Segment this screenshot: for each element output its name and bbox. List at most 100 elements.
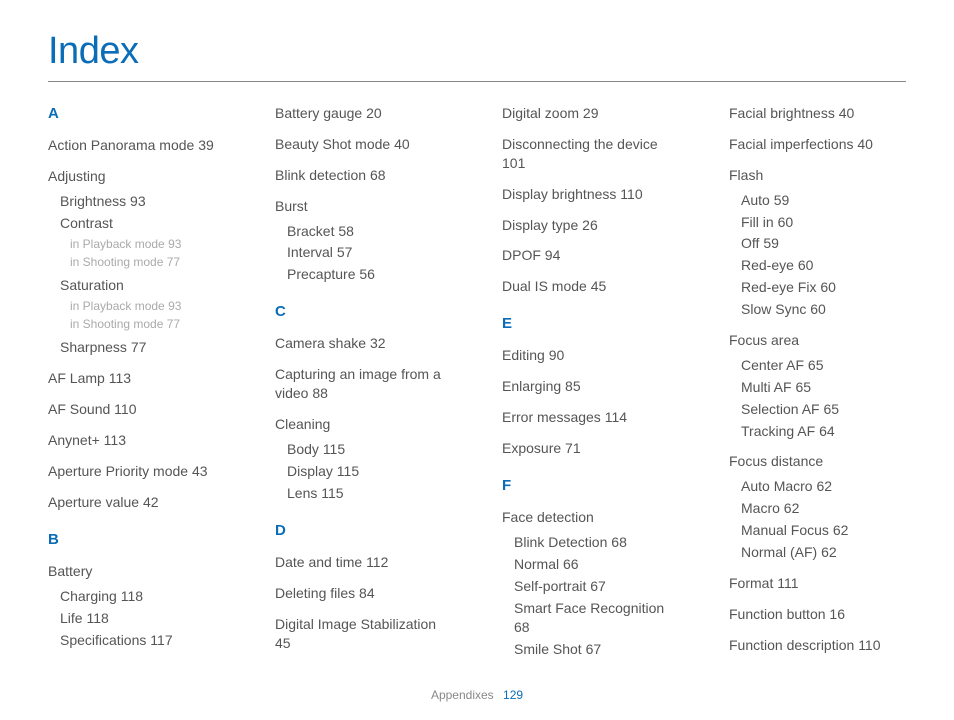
index-subsubentry-page: 93 bbox=[168, 237, 181, 251]
index-entry[interactable]: Aperture value 42 bbox=[48, 493, 225, 512]
index-entry[interactable]: Anynet+ 113 bbox=[48, 431, 225, 450]
index-entry[interactable]: Focus areaCenter AF 65Multi AF 65Selecti… bbox=[729, 331, 906, 440]
index-subentry[interactable]: Fill in 60 bbox=[741, 213, 906, 232]
index-entry-page: 110 bbox=[114, 401, 136, 417]
index-subentry[interactable]: Smile Shot 67 bbox=[514, 640, 679, 659]
index-subentry-label: Normal (AF) bbox=[741, 544, 817, 560]
index-subentry-page: 66 bbox=[563, 556, 579, 572]
index-subentry[interactable]: Life 118 bbox=[60, 609, 225, 628]
index-subentry[interactable]: Precapture 56 bbox=[287, 265, 452, 284]
index-entry[interactable]: Disconnecting the device 101 bbox=[502, 135, 679, 173]
index-subentry-page: 62 bbox=[816, 478, 832, 494]
index-entry[interactable]: Aperture Priority mode 43 bbox=[48, 462, 225, 481]
index-entry[interactable]: Digital zoom 29 bbox=[502, 104, 679, 123]
index-subentry-page: 65 bbox=[824, 401, 840, 417]
index-entry[interactable]: BurstBracket 58Interval 57Precapture 56 bbox=[275, 197, 452, 285]
index-entry-label: Error messages bbox=[502, 409, 601, 425]
index-subentry-label: Life bbox=[60, 610, 83, 626]
index-entry-page: 68 bbox=[370, 167, 386, 183]
index-subentry[interactable]: Manual Focus 62 bbox=[741, 521, 906, 540]
index-subentries: Brightness 93 Contrast in Playback mode 93… bbox=[48, 192, 225, 357]
index-entry[interactable]: Dual IS mode 45 bbox=[502, 277, 679, 296]
index-subentry[interactable]: Off 59 bbox=[741, 234, 906, 253]
index-subentry[interactable]: Red-eye 60 bbox=[741, 256, 906, 275]
index-entry[interactable]: Camera shake 32 bbox=[275, 334, 452, 353]
index-subentry-label: Self-portrait bbox=[514, 578, 586, 594]
index-entry-label: Battery bbox=[48, 563, 92, 579]
index-entry[interactable]: Exposure 71 bbox=[502, 439, 679, 458]
index-subentry[interactable]: Bracket 58 bbox=[287, 222, 452, 241]
index-subentry[interactable]: Tracking AF 64 bbox=[741, 422, 906, 441]
index-entry[interactable]: Display type 26 bbox=[502, 216, 679, 235]
index-entry[interactable]: Action Panorama mode 39 bbox=[48, 136, 225, 155]
index-subentry[interactable]: Sharpness 77 bbox=[60, 338, 225, 357]
index-subentry[interactable]: Normal 66 bbox=[514, 555, 679, 574]
index-entry[interactable]: Date and time 112 bbox=[275, 553, 452, 572]
index-subentry-label: Multi AF bbox=[741, 379, 792, 395]
index-entry[interactable]: Facial imperfections 40 bbox=[729, 135, 906, 154]
index-subentry-label: Precapture bbox=[287, 266, 355, 282]
index-subentry[interactable]: Contrast bbox=[60, 214, 225, 233]
index-entry[interactable]: Focus distanceAuto Macro 62Macro 62Manua… bbox=[729, 452, 906, 561]
index-entry[interactable]: Blink detection 68 bbox=[275, 166, 452, 185]
index-subentry[interactable]: Specifications 117 bbox=[60, 631, 225, 650]
index-entry-page: 84 bbox=[359, 585, 375, 601]
index-subsubentry[interactable]: in Shooting mode 77 bbox=[70, 254, 225, 270]
index-entry[interactable]: FlashAuto 59Fill in 60Off 59Red-eye 60Re… bbox=[729, 166, 906, 319]
index-entry-page: 39 bbox=[198, 137, 214, 153]
index-entry[interactable]: Facial brightness 40 bbox=[729, 104, 906, 123]
index-entry[interactable]: AF Sound 110 bbox=[48, 400, 225, 419]
index-entry[interactable]: Face detectionBlink Detection 68Normal 6… bbox=[502, 508, 679, 658]
index-entry[interactable]: Function description 110 bbox=[729, 636, 906, 655]
index-subentry[interactable]: Self-portrait 67 bbox=[514, 577, 679, 596]
index-entry[interactable]: CleaningBody 115Display 115Lens 115 bbox=[275, 415, 452, 503]
index-entry[interactable]: Display brightness 110 bbox=[502, 185, 679, 204]
index-subentry[interactable]: Saturation bbox=[60, 276, 225, 295]
index-subentry[interactable]: Center AF 65 bbox=[741, 356, 906, 375]
index-subentry[interactable]: Selection AF 65 bbox=[741, 400, 906, 419]
index-entry[interactable]: DPOF 94 bbox=[502, 246, 679, 265]
index-subentry[interactable]: Red-eye Fix 60 bbox=[741, 278, 906, 297]
index-subentry-label: Display bbox=[287, 463, 333, 479]
index-subentry[interactable]: Blink Detection 68 bbox=[514, 533, 679, 552]
index-entry[interactable]: Battery Charging 118 Life 118 Specification… bbox=[48, 562, 225, 650]
index-subentry[interactable]: Multi AF 65 bbox=[741, 378, 906, 397]
index-subsubentry[interactable]: in Shooting mode 77 bbox=[70, 316, 225, 332]
index-subentry[interactable]: Lens 115 bbox=[287, 484, 452, 503]
index-entry[interactable]: Beauty Shot mode 40 bbox=[275, 135, 452, 154]
index-subentry-label: Body bbox=[287, 441, 319, 457]
index-subentry[interactable]: Display 115 bbox=[287, 462, 452, 481]
index-entry[interactable]: Digital Image Stabilization 45 bbox=[275, 615, 452, 653]
index-entry[interactable]: Error messages 114 bbox=[502, 408, 679, 427]
index-entry[interactable]: Function button 16 bbox=[729, 605, 906, 624]
index-entry-page: 111 bbox=[777, 575, 798, 591]
index-entry[interactable]: Editing 90 bbox=[502, 346, 679, 365]
index-subentry-label: Red-eye bbox=[741, 257, 794, 273]
index-subentry[interactable]: Normal (AF) 62 bbox=[741, 543, 906, 562]
footer-section: Appendixes bbox=[431, 688, 494, 702]
index-entry[interactable]: AdjustingBrightness 93Contrastin Playbac… bbox=[48, 167, 225, 357]
index-entry[interactable]: Deleting files 84 bbox=[275, 584, 452, 603]
index-subentry[interactable]: Slow Sync 60 bbox=[741, 300, 906, 319]
index-entry[interactable]: Enlarging 85 bbox=[502, 377, 679, 396]
index-subsubentry[interactable]: in Playback mode 93 bbox=[70, 236, 225, 252]
index-subentry-page: 60 bbox=[820, 279, 836, 295]
index-entry-label: Function description bbox=[729, 637, 854, 653]
index-entry[interactable]: Format 111 bbox=[729, 574, 906, 593]
index-subsubentry[interactable]: in Playback mode 93 bbox=[70, 298, 225, 314]
index-subentry[interactable]: Auto 59 bbox=[741, 191, 906, 210]
index-entry[interactable]: Capturing an image from a video 88 bbox=[275, 365, 452, 403]
index-subentry[interactable]: Macro 62 bbox=[741, 499, 906, 518]
index-subentry[interactable]: Auto Macro 62 bbox=[741, 477, 906, 496]
index-subentry-page: 115 bbox=[323, 441, 345, 457]
index-subentry[interactable]: Brightness 93 bbox=[60, 192, 225, 211]
index-subentry-page: 60 bbox=[798, 257, 814, 273]
index-entry-page: 29 bbox=[583, 105, 599, 121]
index-entry[interactable]: AF Lamp 113 bbox=[48, 369, 225, 388]
index-entry[interactable]: Battery gauge 20 bbox=[275, 104, 452, 123]
index-entry-label: Facial brightness bbox=[729, 105, 835, 121]
index-subentry[interactable]: Charging 118 bbox=[60, 587, 225, 606]
index-subentry[interactable]: Interval 57 bbox=[287, 243, 452, 262]
index-subentry[interactable]: Body 115 bbox=[287, 440, 452, 459]
index-subentry[interactable]: Smart Face Recognition 68 bbox=[514, 599, 679, 637]
